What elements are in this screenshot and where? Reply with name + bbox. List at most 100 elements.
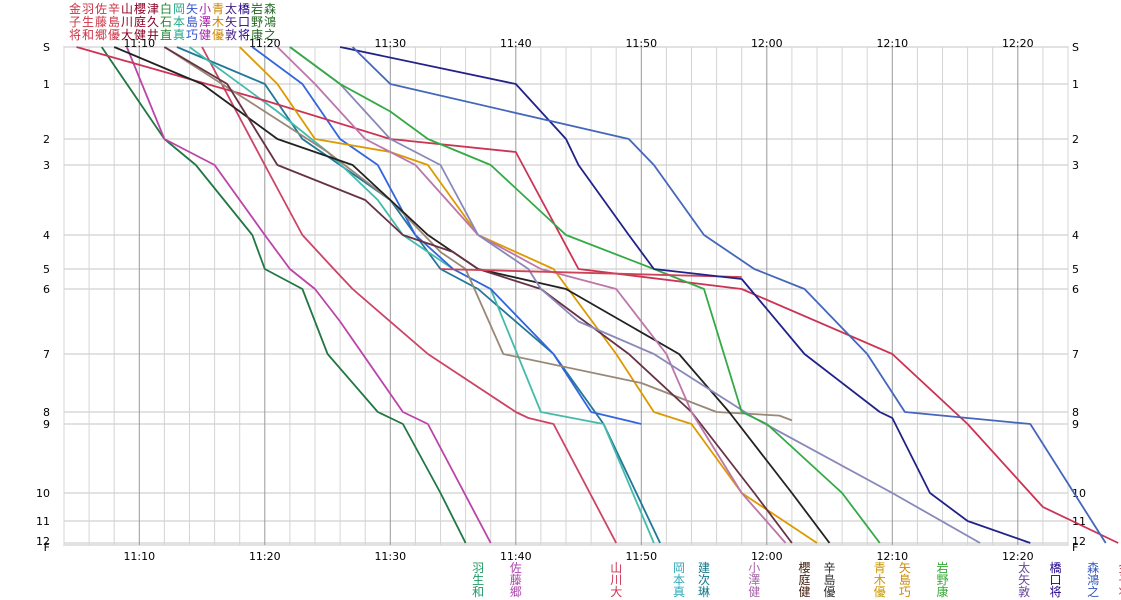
x-tick-label-top: 11:50 (625, 37, 657, 50)
series-line (100, 46, 467, 544)
bottom-name-char: 敦 (1018, 584, 1030, 599)
legend-name-char: 鴻 (264, 15, 276, 29)
x-tick-label-top: 11:20 (249, 37, 281, 50)
y-tick-label-right: 12 (1072, 535, 1086, 548)
y-tick-label-left: 3 (43, 159, 50, 172)
series-line (276, 46, 787, 544)
bottom-name-char: 藤 (510, 573, 522, 587)
y-tick-label-left: 10 (36, 487, 50, 500)
series-line (251, 46, 642, 425)
series-line (339, 46, 1031, 544)
legend-name-char: 津 (147, 2, 159, 16)
legend-name-char: 直 (160, 28, 172, 42)
x-tick-label-top: 11:40 (500, 37, 532, 50)
y-tick-label-left: F (44, 541, 50, 554)
legend-name-char: 大 (121, 28, 133, 42)
legend-name-char: 小 (199, 2, 211, 16)
legend-name-char: 本 (173, 15, 185, 29)
bottom-name-char: 島 (824, 572, 836, 587)
x-tick-label-bottom: 11:40 (500, 550, 532, 563)
y-tick-label-left: 5 (43, 263, 50, 276)
bottom-name-char: 島 (899, 572, 911, 587)
bottom-name-char: 次 (698, 573, 710, 587)
y-tick-label-right: 5 (1072, 263, 1079, 276)
legend-name-char: 川 (121, 15, 133, 29)
x-tick-label-bottom: 11:50 (625, 550, 657, 563)
legend-name-char: 藤 (95, 15, 107, 29)
bottom-name-char: 矢 (899, 561, 911, 575)
x-tick-label-top: 11:10 (123, 37, 155, 50)
bottom-name-char: 巧 (899, 585, 911, 599)
bottom-name-char: 郷 (510, 585, 522, 599)
x-tick-label-bottom: 12:10 (876, 550, 908, 563)
legend-name-char: 島 (108, 14, 120, 29)
series-line (201, 46, 617, 544)
series-line (351, 46, 1107, 544)
legend-name-char: 和 (82, 28, 94, 42)
bottom-name-char: 山 (610, 561, 622, 575)
legend-name-char: 山 (121, 2, 133, 16)
y-tick-label-right: 7 (1072, 348, 1079, 361)
y-tick-label-left: 7 (43, 348, 50, 361)
bottom-name-char: 将 (1118, 585, 1121, 599)
legend-name-char: 岡 (173, 2, 185, 16)
bottom-name-char: 櫻 (798, 560, 810, 575)
legend-name-char: 庭 (134, 14, 146, 29)
x-tick-label-top: 11:30 (374, 37, 406, 50)
series-line (163, 46, 793, 544)
bottom-name-char: 鴻 (1087, 573, 1099, 587)
legend-name-char: 巧 (186, 28, 198, 42)
legend-name-char: 敦 (225, 27, 237, 42)
legend-name-char: 将 (69, 28, 81, 42)
legend-name-char: 健 (199, 28, 211, 42)
y-tick-label-right: 9 (1072, 418, 1079, 431)
legend-top: 金子将羽生和佐藤郷辛島優山川大櫻庭健津久井白石直岡本真矢島巧小澤健青木優太矢敦橋… (69, 1, 276, 42)
y-tick-label-left: 1 (43, 78, 50, 91)
bottom-name-char: 太 (1018, 560, 1030, 575)
legend-name-char: 之 (264, 28, 276, 42)
bottom-name-char: 野 (936, 573, 948, 587)
bottom-name-char: 優 (874, 585, 886, 599)
legend-name-char: 辛 (108, 2, 120, 16)
bottom-name-char: 岩 (936, 560, 948, 575)
y-tick-label-left: S (43, 41, 50, 54)
y-tick-label-right: 2 (1072, 133, 1079, 146)
series-line (440, 268, 742, 278)
bottom-name-char: 木 (874, 573, 886, 587)
bottom-name-char: 羽 (472, 561, 484, 575)
bottom-name-char: 大 (610, 585, 622, 599)
x-tick-label-bottom: 12:20 (1002, 550, 1034, 563)
bottom-name-char: 川 (610, 573, 622, 587)
bottom-name-char: 岡 (673, 561, 685, 575)
bottom-name-char: 佐 (510, 561, 522, 575)
bottom-name-char: 口 (1049, 573, 1061, 587)
legend-name-char: 真 (173, 28, 185, 42)
bottom-name-char: 琳 (698, 585, 710, 599)
legend-name-char: 矢 (186, 2, 198, 16)
y-tick-label-right: 3 (1072, 159, 1079, 172)
bottom-name-char: 建 (698, 561, 710, 575)
y-tick-label-right: F (1072, 541, 1078, 554)
legend-name-char: 郷 (95, 28, 107, 42)
series-lines (76, 46, 1119, 544)
legend-name-char: 健 (134, 28, 146, 42)
legend-name-char: 口 (238, 15, 250, 29)
legend-name-char: 井 (147, 28, 159, 42)
y-tick-label-left: 4 (43, 229, 50, 242)
bottom-name-char: 優 (824, 585, 836, 599)
legend-name-char: 岩 (251, 1, 263, 16)
legend-name-char: 木 (212, 15, 224, 29)
bottom-name-labels: 羽生和佐藤郷山川大岡本真建次琳小澤健櫻庭健辛島優青木優矢島巧岩野康太矢敦橋口将森… (472, 560, 1121, 599)
y-tick-label-right: 4 (1072, 229, 1079, 242)
legend-name-char: 康 (251, 27, 263, 42)
x-tick-label-top: 12:10 (876, 37, 908, 50)
legend-name-char: 青 (212, 2, 224, 16)
bottom-name-char: 子 (1118, 573, 1121, 587)
x-tick-label-bottom: 11:30 (374, 550, 406, 563)
legend-name-char: 羽 (82, 2, 94, 16)
legend-name-char: 子 (69, 15, 81, 29)
bottom-name-char: 之 (1087, 585, 1099, 599)
bottom-name-char: 和 (472, 585, 484, 599)
